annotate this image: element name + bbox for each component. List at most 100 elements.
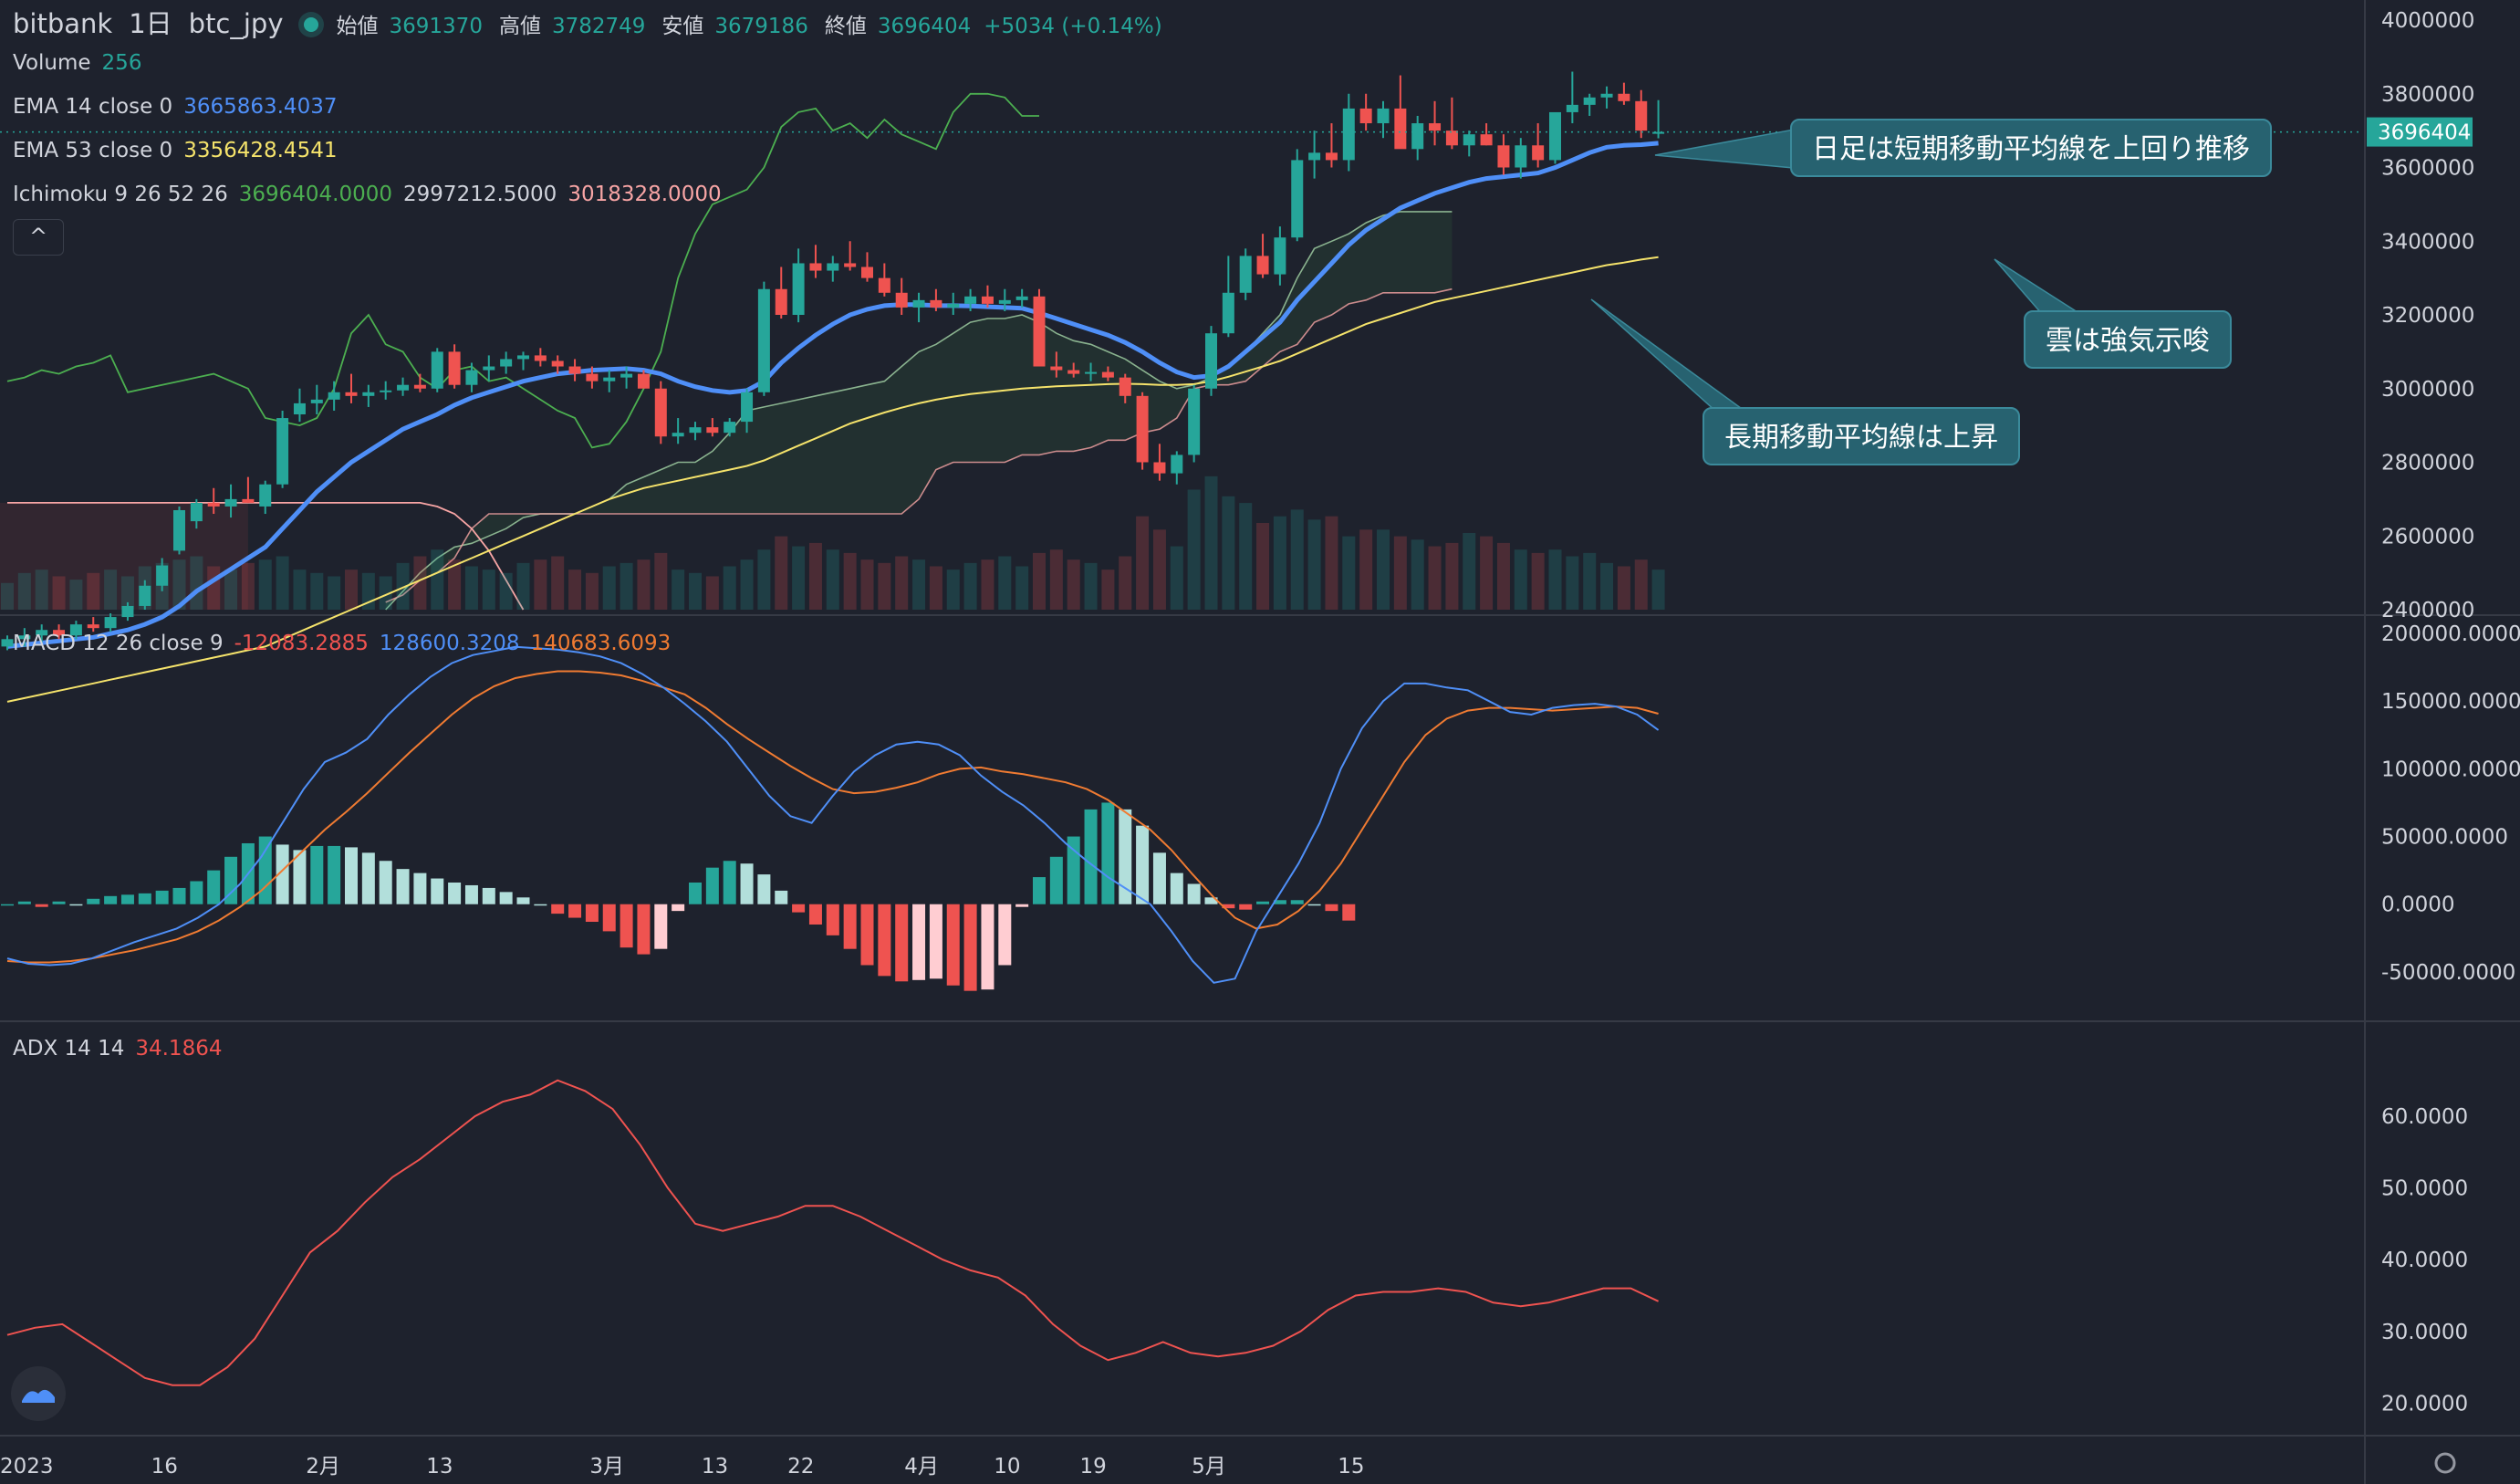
candle-body	[242, 498, 255, 503]
adx-pane[interactable]	[6, 1079, 1660, 1386]
time-tick-label: 2月	[306, 1455, 340, 1479]
macd-histogram-bar	[1325, 904, 1338, 912]
legend-volume[interactable]: Volume 256	[13, 51, 142, 75]
candle-body	[173, 509, 185, 551]
macd-histogram-bar	[1152, 852, 1166, 904]
volume-bar	[568, 570, 582, 610]
candle-body	[637, 373, 650, 389]
macd-histogram-bar	[120, 894, 134, 904]
candle-body	[1153, 462, 1166, 474]
candle-body	[1429, 123, 1442, 131]
price-tick-label: 3200000	[2381, 304, 2474, 328]
volume-bar	[1583, 552, 1597, 610]
exchange-name: bitbank	[13, 8, 113, 39]
candle-body	[586, 373, 599, 381]
macd-histogram-bar	[929, 904, 942, 979]
price-tick-label: 2400000	[2381, 599, 2474, 622]
candle-body	[1463, 134, 1475, 146]
macd-histogram-bar	[1, 904, 14, 906]
macd-histogram-bar	[499, 892, 513, 904]
volume-bar	[516, 562, 530, 610]
legend-ema14[interactable]: EMA 14 close 0 3665863.4037	[13, 95, 338, 119]
candle-body	[1515, 145, 1527, 168]
volume-bar	[1033, 552, 1046, 610]
macd-histogram-bar	[1033, 877, 1046, 904]
macd-histogram-bar	[87, 898, 100, 904]
legend-adx[interactable]: ADX 14 14 34.1864	[13, 1037, 223, 1061]
macd-histogram-bar	[740, 863, 754, 904]
adx-line	[6, 1079, 1660, 1386]
candle-body	[912, 299, 925, 308]
candle-body	[603, 377, 616, 381]
collapse-legend-button[interactable]: ^	[13, 219, 64, 256]
candle-body	[1618, 93, 1630, 101]
candle-body	[18, 635, 31, 640]
price-axis[interactable]: 4000000 3800000 3600000 3400000 3200000 30000…	[0, 9, 2520, 1479]
price-tick-label: 4000000	[2381, 9, 2474, 33]
candle-body	[1274, 237, 1286, 275]
legend-ichimoku[interactable]: Ichimoku 9 26 52 26 3696404.0000 2997212.5…	[13, 183, 722, 206]
candle-body	[397, 384, 410, 391]
volume-bar	[1359, 529, 1373, 610]
price-pane[interactable]	[0, 71, 2363, 703]
legend-macd[interactable]: MACD 12 26 close 9 -12083.2885 128600.3208…	[13, 632, 672, 655]
macd-histogram-bar	[585, 904, 599, 923]
ema14-line	[6, 141, 1659, 649]
macd-tick-label: 100000.0000	[2381, 758, 2520, 781]
macd-histogram-bar	[998, 904, 1012, 966]
candle-body	[431, 351, 443, 389]
candle-body	[1359, 108, 1372, 124]
volume-bar	[1204, 476, 1218, 610]
volume-bar	[1015, 566, 1029, 610]
time-tick-label: 5月	[1192, 1455, 1226, 1479]
time-tick-label: 19	[1080, 1455, 1107, 1479]
macd-histogram-bar	[808, 904, 822, 925]
candle-body	[1583, 97, 1596, 105]
adx-tick-label: 50.0000	[2381, 1177, 2468, 1201]
candle-body	[69, 624, 82, 636]
macd-histogram-bar	[775, 890, 788, 904]
volume-bar	[792, 546, 806, 610]
volume-bar	[757, 549, 771, 610]
macd-histogram-bar	[190, 881, 203, 904]
time-tick-label: 13	[426, 1455, 453, 1479]
candle-body	[861, 266, 873, 278]
volume-bar	[981, 559, 994, 610]
volume-bar	[534, 559, 547, 610]
volume-bar	[52, 576, 66, 610]
candle-body	[517, 355, 529, 360]
volume-bar	[1136, 516, 1150, 610]
candle-body	[551, 361, 564, 367]
volume-bar	[826, 549, 839, 610]
macd-histogram-bar	[757, 874, 771, 904]
volume-bar	[1428, 546, 1442, 610]
macd-histogram-bar	[1015, 904, 1029, 907]
candle-body	[465, 370, 478, 385]
legend-ema53[interactable]: EMA 53 close 0 3356428.4541	[13, 139, 338, 162]
volume-bar	[293, 570, 307, 610]
candle-body	[827, 263, 839, 271]
time-tick-label: 15	[1338, 1455, 1364, 1479]
time-tick-label: 10	[994, 1455, 1020, 1479]
candle-body	[1085, 371, 1098, 374]
candle-body	[500, 359, 513, 367]
volume-bar	[396, 562, 410, 610]
tradingview-logo-icon[interactable]	[11, 1366, 66, 1421]
volume-bar	[17, 572, 31, 610]
macd-histogram-bar	[1273, 900, 1286, 904]
time-tick-label: 16	[151, 1455, 178, 1479]
interval-label[interactable]: 1日	[129, 8, 172, 39]
symbol-name[interactable]: btc_jpy	[188, 8, 284, 39]
candle-body	[104, 617, 117, 629]
volume-bar	[1119, 556, 1132, 610]
candle-body	[53, 630, 66, 636]
volume-bar	[843, 552, 857, 610]
volume-bar	[413, 556, 427, 610]
candle-body	[224, 498, 237, 507]
macd-pane[interactable]	[1, 645, 1660, 991]
candle-body	[1445, 131, 1458, 146]
macd-histogram-bar	[843, 904, 857, 949]
macd-histogram-bar	[172, 887, 186, 904]
candle-body	[1050, 366, 1063, 371]
